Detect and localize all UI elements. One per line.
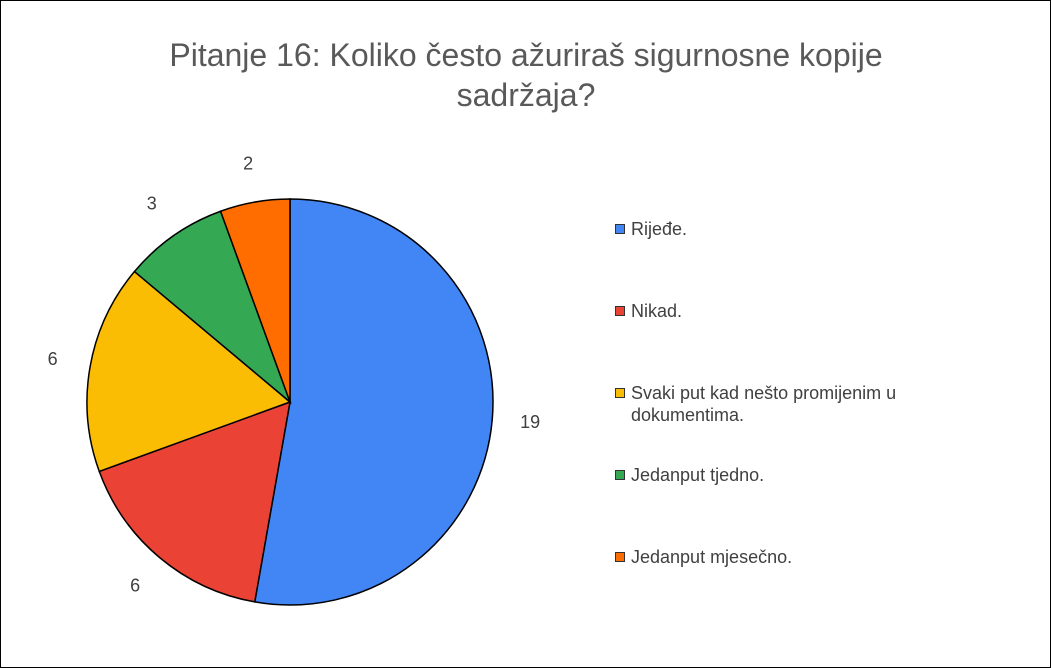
chart-title: Pitanje 16: Koliko često ažuriraš sigurn… — [169, 37, 883, 113]
legend-item: Nikad. — [615, 300, 1011, 322]
legend-swatch — [615, 552, 625, 562]
data-label: 2 — [243, 153, 253, 173]
pie-slice — [219, 198, 291, 403]
legend-label: Svaki put kad nešto promijenim u dokumen… — [631, 383, 897, 425]
legend-label: Nikad. — [631, 301, 683, 321]
legend-label: Jedanput mjesečno. — [631, 547, 793, 567]
legend-swatch — [615, 224, 625, 234]
legend-label: Rijeđe. — [631, 219, 688, 239]
data-label: 6 — [48, 349, 58, 369]
legend-item: Jedanput mjesečno. — [615, 546, 1011, 568]
legend-item: Rijeđe. — [615, 218, 1011, 240]
legend-swatch — [615, 470, 625, 480]
data-label: 3 — [147, 193, 157, 213]
legend-item: Svaki put kad nešto promijenim u dokumen… — [615, 382, 1011, 426]
data-label: 6 — [130, 575, 140, 595]
pie-slice — [253, 198, 494, 606]
legend-label: Jedanput tjedno. — [631, 465, 765, 485]
data-label: 19 — [520, 412, 540, 432]
pie-slice — [86, 270, 292, 473]
legend-swatch — [615, 306, 625, 316]
legend-swatch — [615, 388, 625, 398]
pie-slice — [98, 400, 291, 603]
pie-slice — [133, 210, 292, 405]
legend-item: Jedanput tjedno. — [615, 464, 1011, 486]
